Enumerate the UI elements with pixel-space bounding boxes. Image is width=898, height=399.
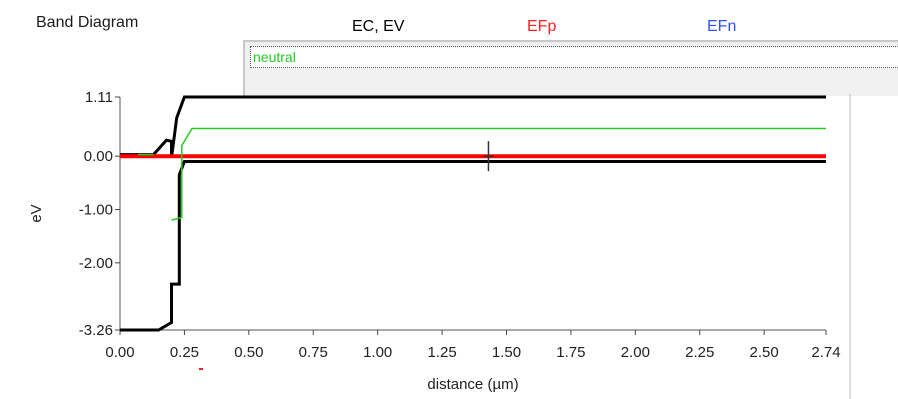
x-tick-label: 0.50 — [234, 344, 263, 361]
legend-header-ec-ev: EC, EV — [352, 18, 405, 35]
x-tick-label: 2.74 — [811, 344, 840, 361]
y-axis-title: eV — [28, 204, 45, 222]
x-tick-label: 2.00 — [621, 344, 650, 361]
x-tick-label: 2.50 — [750, 344, 779, 361]
y-tick-label: -1.00 — [79, 202, 113, 219]
x-axis-title: distance (µm) — [427, 376, 518, 393]
panel-title: Band Diagram — [36, 14, 139, 31]
x-tick-label: 1.25 — [427, 344, 456, 361]
legend-header-efp: EFp — [527, 18, 557, 35]
series-line-1 — [120, 160, 826, 332]
legend-box: neutral — [243, 40, 898, 96]
x-tick-label: 1.00 — [363, 344, 392, 361]
y-tick-label: 1.11 — [85, 89, 113, 106]
x-tick-label: 0.75 — [299, 344, 328, 361]
y-tick-label: -3.26 — [79, 322, 113, 339]
legend-value-field[interactable]: neutral — [250, 46, 898, 68]
x-tick-label: 0.00 — [105, 344, 134, 361]
y-tick-label: 0.00 — [84, 148, 113, 165]
x-tick-label: 1.75 — [556, 344, 585, 361]
x-tick-label: 0.25 — [170, 344, 199, 361]
x-tick-label: 2.25 — [685, 344, 714, 361]
series-line-0 — [120, 95, 826, 158]
y-tick-label: -2.00 — [79, 255, 113, 272]
legend-header-efn: EFn — [707, 18, 737, 35]
x-tick-label: 1.50 — [492, 344, 521, 361]
series-line-3 — [171, 127, 826, 221]
